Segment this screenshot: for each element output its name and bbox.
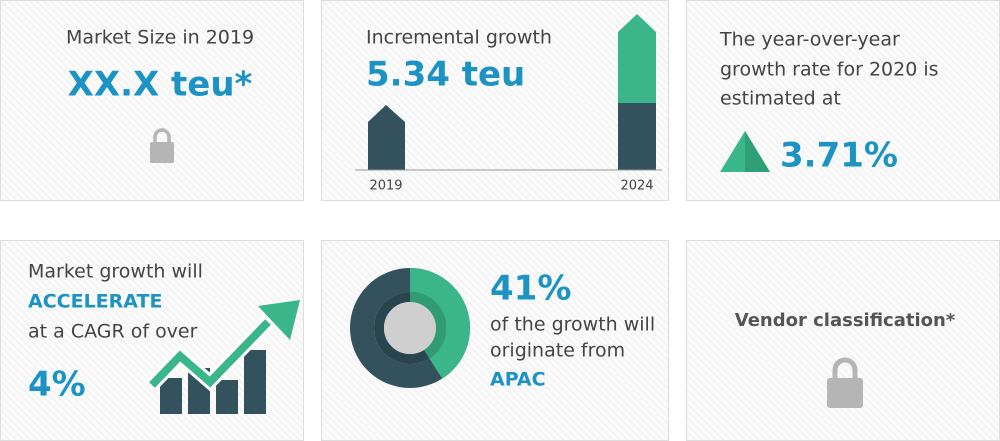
lock-icon <box>827 357 863 408</box>
donut-inner-segment <box>409 292 446 359</box>
title: Market Size in 2019 <box>66 27 254 49</box>
text-line: growth rate for 2020 is <box>720 59 939 81</box>
highlight: ACCELERATE <box>28 291 162 313</box>
title: Incremental growth <box>366 27 552 49</box>
text-line: at a CAGR of over <box>28 321 198 343</box>
bar-icon <box>618 14 656 103</box>
up-triangle <box>745 131 770 172</box>
donut-segment <box>409 268 470 379</box>
growth-arrow <box>149 319 271 388</box>
value: 5.34 teu <box>366 55 525 95</box>
text-line: estimated at <box>720 88 841 110</box>
bar-icon <box>368 105 405 170</box>
value: 3.71% <box>780 136 898 176</box>
title: Vendor classification* <box>735 310 956 331</box>
text-line: Market growth will <box>28 261 203 283</box>
growth-arrow <box>258 300 300 340</box>
donut-center <box>384 302 436 354</box>
text-line: of the growth will <box>490 314 655 336</box>
highlight: APAC <box>490 369 546 391</box>
value: 4% <box>28 365 86 405</box>
label: 2024 <box>620 179 653 194</box>
card <box>0 0 304 201</box>
value: XX.X teu* <box>68 65 253 105</box>
text-line: The year-over-year <box>719 29 900 51</box>
donut <box>350 268 470 388</box>
bar-icon <box>618 103 656 170</box>
text-line: originate from <box>490 340 625 362</box>
lock-icon <box>150 128 174 163</box>
label: 2019 <box>369 179 402 194</box>
value: 41% <box>490 269 571 309</box>
